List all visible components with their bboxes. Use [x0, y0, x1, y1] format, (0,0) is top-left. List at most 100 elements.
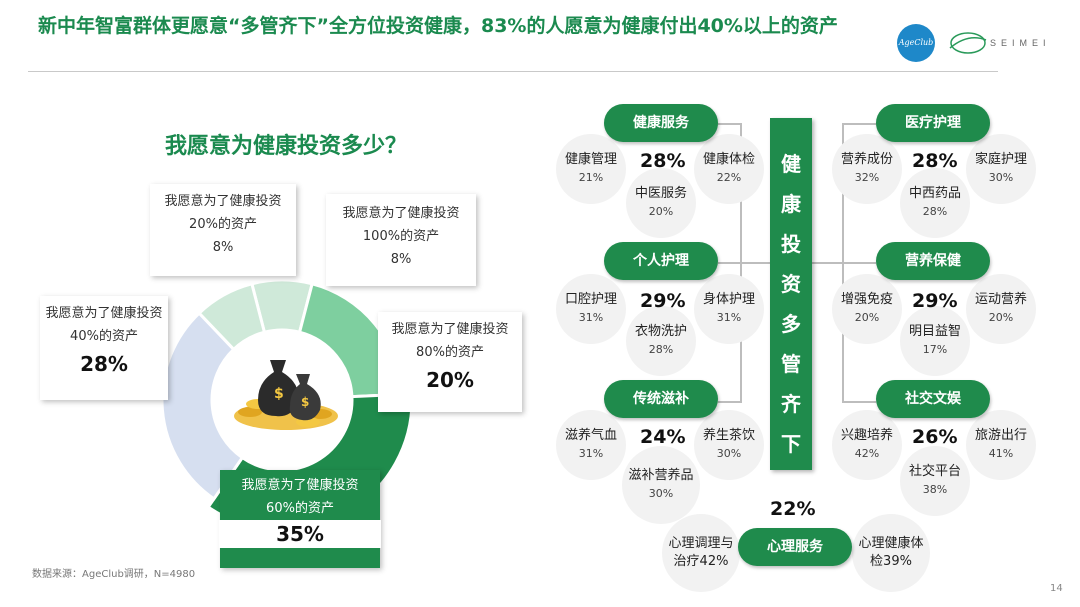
- category-percent: 28%: [640, 150, 686, 172]
- category-health-service: 健康服务: [604, 104, 718, 142]
- pie-title: 我愿意为健康投资多少？: [165, 134, 408, 159]
- callout-label: 60%的资产: [266, 501, 334, 516]
- sub-item-value: 20%: [854, 311, 880, 324]
- page-number: 14: [1050, 583, 1063, 594]
- sub-item-hobbies: 兴趣培养 42%: [832, 410, 902, 480]
- svg-text:$: $: [274, 386, 284, 402]
- sub-item-tcm-service: 中医服务 20%: [626, 168, 696, 238]
- sub-item-label: 检39%: [870, 554, 912, 569]
- sub-item-nourish-blood: 滋养气血 31%: [556, 410, 626, 480]
- spine-char: 健: [781, 152, 801, 176]
- sub-item-label: 社交平台: [908, 464, 961, 479]
- sub-item-tonic-supplements: 滋补营养品 30%: [622, 446, 700, 524]
- sub-item-psych-therapy: 心理调理与 治疗42%: [662, 514, 740, 592]
- connector: [718, 123, 742, 125]
- callout-label: 我愿意为了健康投资: [342, 206, 460, 221]
- seimei-swoosh-icon: [949, 32, 987, 54]
- seimei-logo-text: SEIMEI: [990, 38, 1051, 48]
- sub-item-value: 31%: [716, 311, 742, 324]
- category-percent: 29%: [640, 290, 686, 312]
- svg-text:$: $: [301, 395, 309, 409]
- category-percent: 26%: [912, 426, 958, 448]
- sub-item-label: 明目益智: [908, 324, 961, 339]
- sub-item-immunity: 增强免疫 20%: [832, 274, 902, 344]
- callout-40-percent: 我愿意为了健康投资 40%的资产 28%: [40, 296, 168, 400]
- spine-char: 康: [781, 192, 801, 216]
- category-social-entertainment: 社交文娱: [876, 380, 990, 418]
- sub-item-label: 运动营养: [974, 292, 1027, 307]
- pie-slice-40-percent: [160, 311, 245, 501]
- category-nutrition: 营养保健: [876, 242, 990, 280]
- callout-label: 我愿意为了健康投资: [164, 194, 282, 209]
- category-percent: 29%: [912, 290, 958, 312]
- sub-item-label: 身体护理: [702, 292, 755, 307]
- sub-item-label: 心理健康体: [858, 536, 924, 551]
- page-title: 新中年智富群体更愿意“多管齐下”全方位投资健康，83%的人愿意为健康付出40%以…: [38, 15, 838, 37]
- sub-item-social-platform: 社交平台 38%: [900, 446, 970, 516]
- callout-value: 8%: [390, 252, 412, 267]
- sub-item-value: 30%: [648, 487, 674, 500]
- spine-char: 资: [781, 272, 801, 296]
- sub-item-nutrients: 营养成份 32%: [832, 134, 902, 204]
- sub-item-home-care: 家庭护理 30%: [966, 134, 1036, 204]
- callout-100-percent: 我愿意为了健康投资 100%的资产 8%: [326, 194, 476, 286]
- sub-item-eye-brain: 明目益智 17%: [900, 306, 970, 376]
- sub-item-label: 旅游出行: [974, 428, 1027, 443]
- sub-item-body-care: 身体护理 31%: [694, 274, 764, 344]
- sub-item-health-checkup: 健康体检 22%: [694, 134, 764, 204]
- callout-20-percent: 我愿意为了健康投资 20%的资产 8%: [150, 184, 296, 276]
- spine-char: 下: [781, 432, 801, 456]
- connector: [842, 123, 876, 125]
- sub-item-herbal-tea: 养生茶饮 30%: [694, 410, 764, 480]
- category-percent: 24%: [640, 426, 686, 448]
- callout-value: 28%: [80, 352, 128, 376]
- callout-label: 100%的资产: [362, 229, 440, 244]
- sub-item-health-management: 健康管理 21%: [556, 134, 626, 204]
- sub-item-label: 兴趣培养: [840, 428, 893, 443]
- callout-label: 我愿意为了健康投资: [45, 306, 163, 321]
- category-medical-care: 医疗护理: [876, 104, 990, 142]
- sub-item-value: 30%: [988, 171, 1014, 184]
- category-percent: 28%: [912, 150, 958, 172]
- sub-item-value: 31%: [578, 447, 604, 460]
- sub-item-value: 20%: [648, 205, 674, 218]
- callout-value: 8%: [212, 240, 234, 255]
- spine-char: 投: [781, 232, 801, 256]
- category-psych-service: 心理服务: [738, 528, 852, 566]
- callout-label: 80%的资产: [416, 345, 484, 360]
- category-personal-care: 个人护理: [604, 242, 718, 280]
- sub-item-label: 家庭护理: [974, 152, 1027, 167]
- sub-item-sports-nutrition: 运动营养 20%: [966, 274, 1036, 344]
- callout-80-percent: 我愿意为了健康投资 80%的资产 20%: [378, 312, 522, 412]
- callout-label: 20%的资产: [189, 217, 257, 232]
- sub-item-oral-care: 口腔护理 31%: [556, 274, 626, 344]
- connector: [718, 262, 770, 264]
- spine-char: 管: [781, 352, 801, 376]
- sub-item-value: 17%: [922, 343, 948, 356]
- sub-item-label: 滋养气血: [564, 428, 617, 443]
- sub-item-travel: 旅游出行 41%: [966, 410, 1036, 480]
- sub-item-value: 41%: [988, 447, 1014, 460]
- category-percent: 22%: [770, 498, 816, 520]
- connector: [812, 262, 876, 264]
- sub-item-psych-checkup: 心理健康体 检39%: [852, 514, 930, 592]
- sub-item-value: 42%: [854, 447, 880, 460]
- callout-label: 我愿意为了健康投资: [241, 478, 359, 493]
- sub-item-label: 健康管理: [564, 152, 617, 167]
- sub-item-label: 中西药品: [908, 186, 961, 201]
- sub-item-label: 口腔护理: [564, 292, 617, 307]
- sub-item-label: 健康体检: [702, 152, 755, 167]
- callout-60-percent: 我愿意为了健康投资 60%的资产 35%: [219, 470, 381, 568]
- sub-item-label: 养生茶饮: [702, 428, 755, 443]
- sub-item-value: 30%: [716, 447, 742, 460]
- sub-item-label: 滋补营养品: [628, 468, 694, 483]
- sub-item-value: 20%: [988, 311, 1014, 324]
- ageclub-logo: AgeClub: [897, 24, 935, 62]
- category-traditional-tonic: 传统滋补: [604, 380, 718, 418]
- sub-item-value: 38%: [922, 483, 948, 496]
- callout-value: 35%: [219, 520, 381, 548]
- sub-item-value: 28%: [922, 205, 948, 218]
- callout-label: 40%的资产: [70, 329, 138, 344]
- sub-item-label: 心理调理与: [668, 536, 734, 551]
- callout-label: 我愿意为了健康投资: [391, 322, 509, 337]
